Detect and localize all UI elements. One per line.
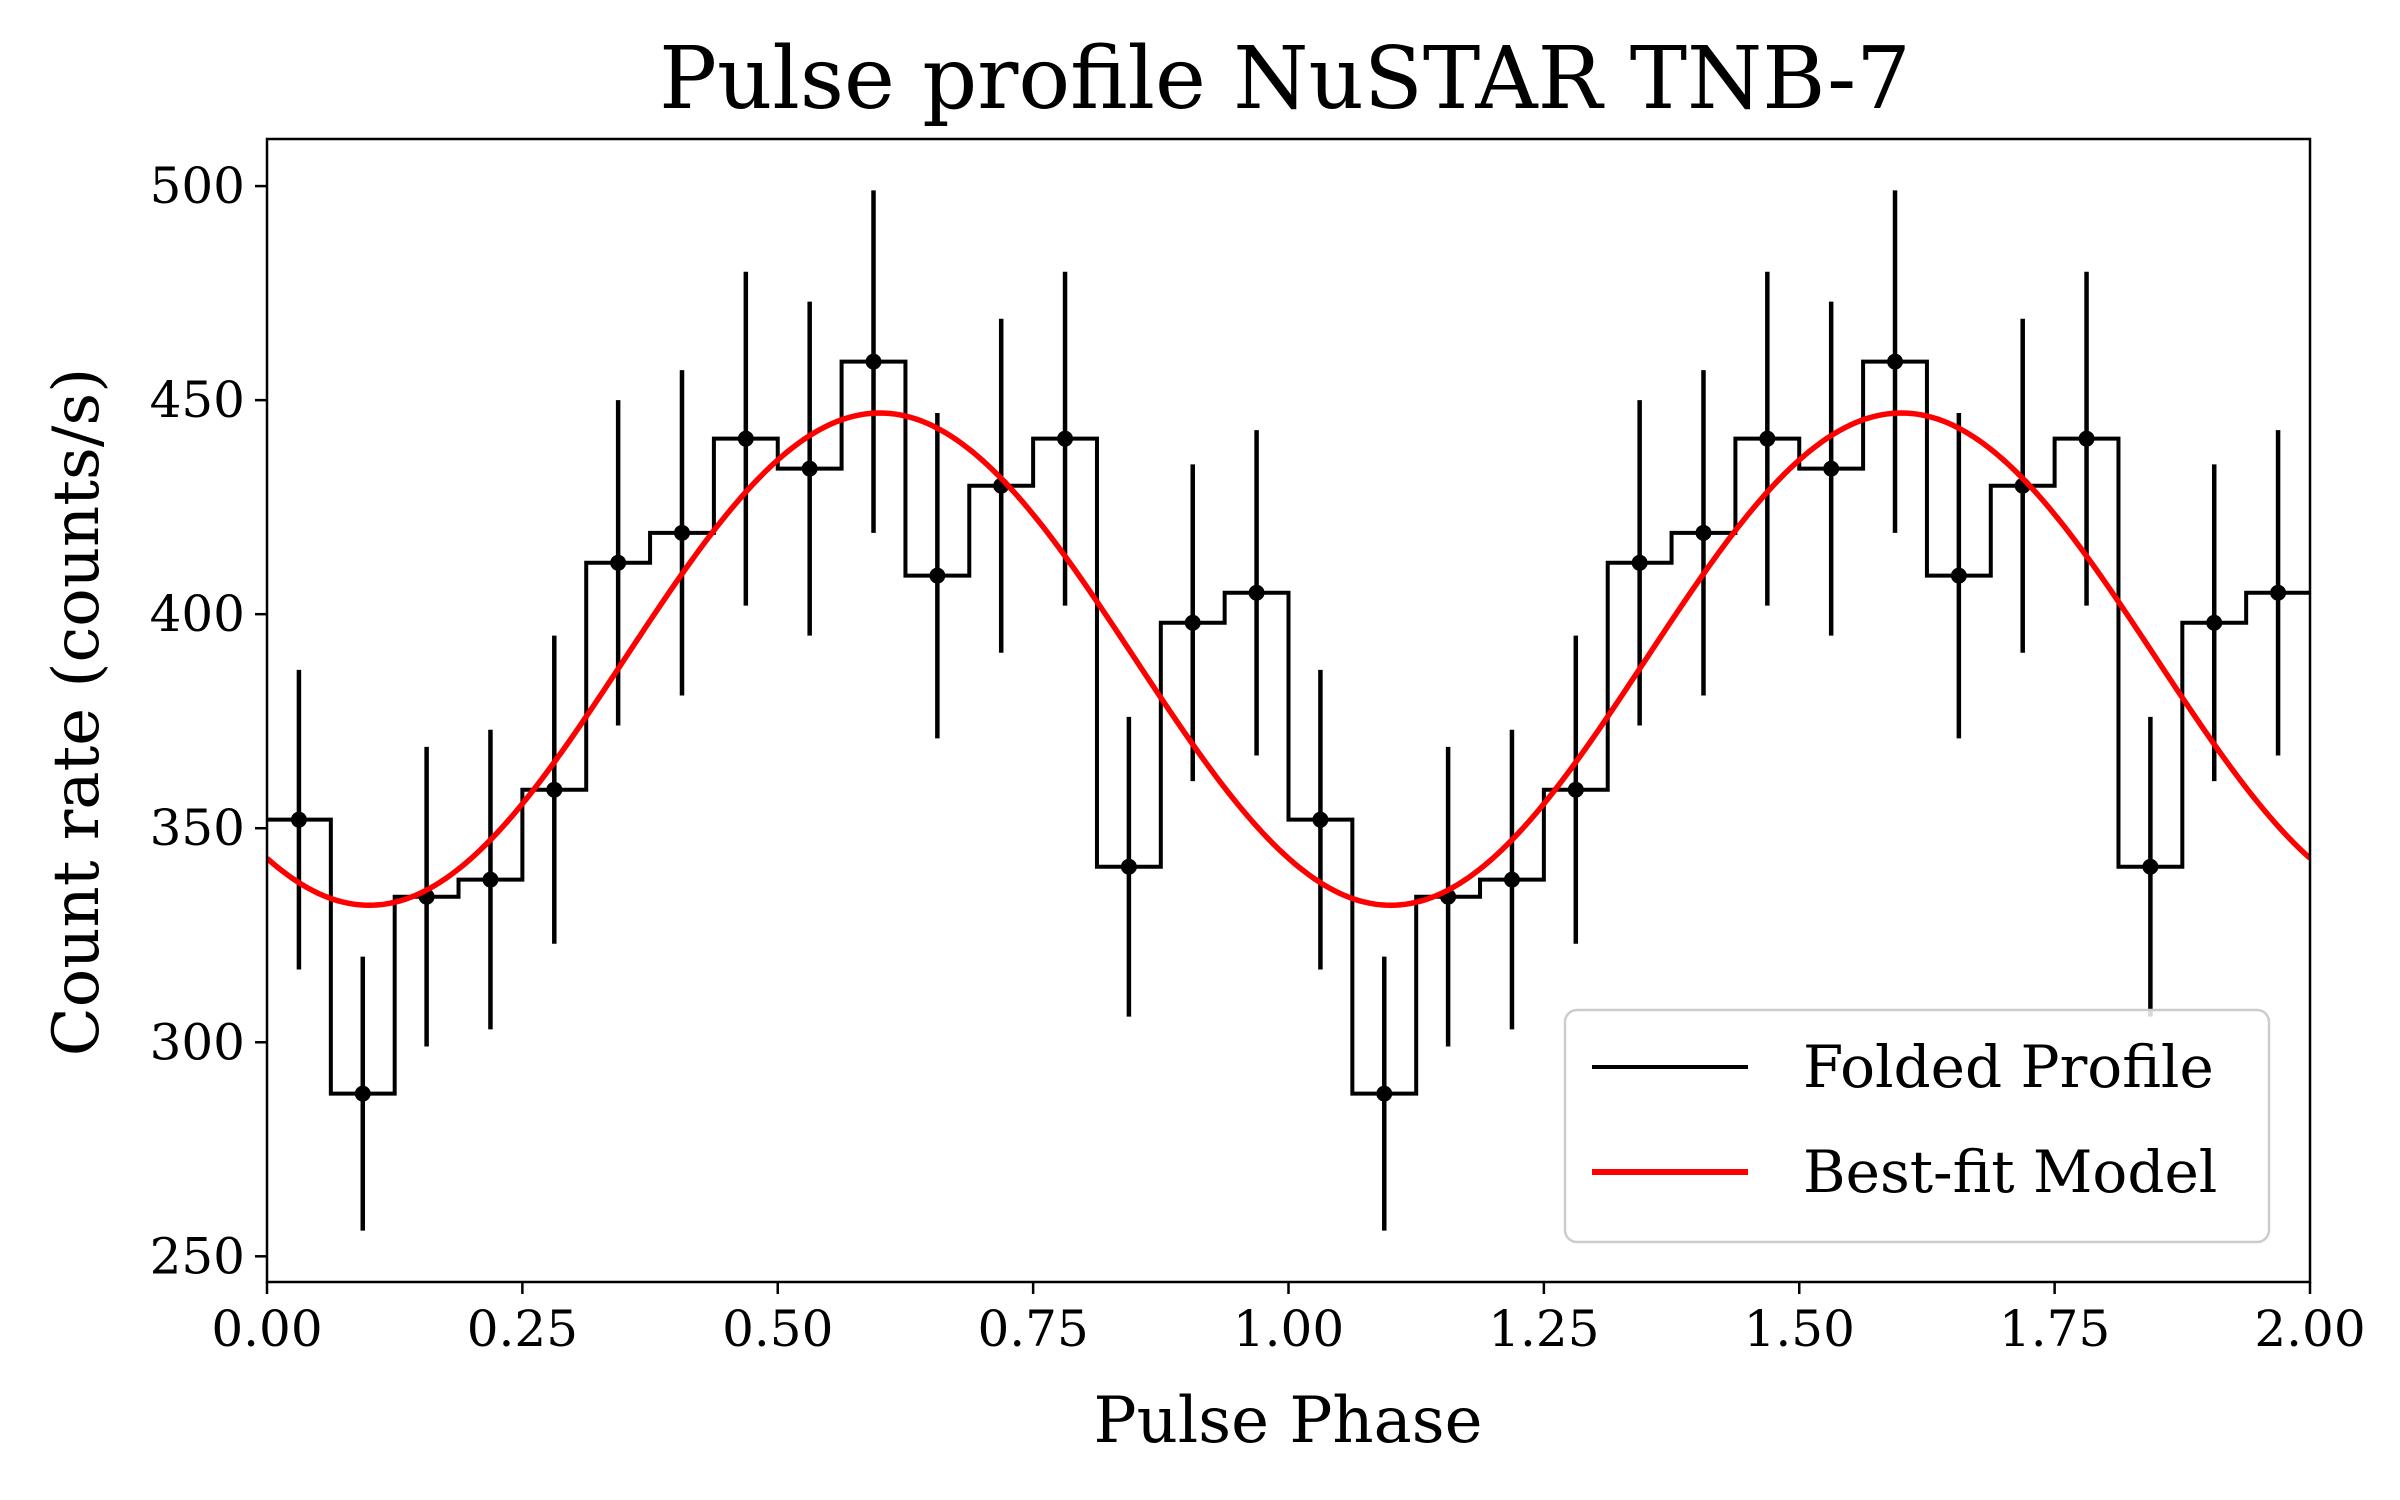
data-point <box>1120 858 1137 875</box>
data-point <box>546 781 563 798</box>
data-point <box>2142 858 2159 875</box>
data-point <box>1887 353 1904 370</box>
data-point <box>2206 614 2223 631</box>
data-point <box>929 567 946 584</box>
x-tick-label: 0.50 <box>722 1300 833 1358</box>
x-tick-label: 2.00 <box>2254 1300 2365 1358</box>
data-point <box>1503 871 1520 888</box>
x-tick-label: 1.75 <box>1999 1300 2110 1358</box>
data-point <box>1376 1085 1393 1102</box>
data-point <box>1567 781 1584 798</box>
data-point <box>1184 614 1201 631</box>
data-point <box>1248 584 1265 601</box>
folded-profile-step-line <box>267 359 2310 1096</box>
data-point <box>1823 460 1840 477</box>
y-tick-label: 350 <box>150 799 245 857</box>
legend-label-folded-profile: Folded Profile <box>1803 1033 2214 1101</box>
data-point <box>290 811 307 828</box>
legend-label-best-fit-model: Best-fit Model <box>1803 1138 2217 1206</box>
data-point <box>1631 554 1648 571</box>
data-point <box>673 524 690 541</box>
plot-area <box>267 190 2310 1231</box>
y-tick-label: 300 <box>150 1013 245 1071</box>
data-point <box>801 460 818 477</box>
x-tick-label: 1.25 <box>1488 1300 1599 1358</box>
y-tick-label: 500 <box>150 157 245 215</box>
data-point <box>354 1085 371 1102</box>
data-point <box>1759 430 1776 447</box>
data-point <box>2078 430 2095 447</box>
x-tick-label: 0.75 <box>977 1300 1088 1358</box>
data-point <box>1950 567 1967 584</box>
y-tick-label: 400 <box>150 585 245 643</box>
data-point <box>1057 430 1074 447</box>
data-point <box>610 554 627 571</box>
x-tick-label: 1.50 <box>1744 1300 1855 1358</box>
data-point <box>737 430 754 447</box>
y-axis: 250 300 350 400 450 500 <box>150 157 267 1285</box>
y-axis-label: Count rate (counts/s) <box>40 368 114 1056</box>
data-point <box>482 871 499 888</box>
x-tick-label: 0.25 <box>467 1300 578 1358</box>
x-tick-label: 0.00 <box>211 1300 322 1358</box>
x-tick-label: 1.00 <box>1233 1300 1344 1358</box>
data-point <box>865 353 882 370</box>
chart-title: Pulse profile NuSTAR TNB-7 <box>659 29 1911 129</box>
data-point <box>1695 524 1712 541</box>
plot-content <box>267 190 2310 1231</box>
data-point <box>1312 811 1329 828</box>
y-tick-label: 250 <box>150 1227 245 1285</box>
best-fit-model-line <box>267 410 2310 909</box>
legend: Folded Profile Best-fit Model <box>1563 1008 2271 1244</box>
x-axis-label: Pulse Phase <box>1094 1384 1483 1458</box>
y-tick-label: 450 <box>150 371 245 429</box>
x-axis: 0.00 0.25 0.50 0.75 1.00 1.25 1.50 1.75 2.00 <box>211 1282 2366 1358</box>
data-point <box>2270 584 2287 601</box>
